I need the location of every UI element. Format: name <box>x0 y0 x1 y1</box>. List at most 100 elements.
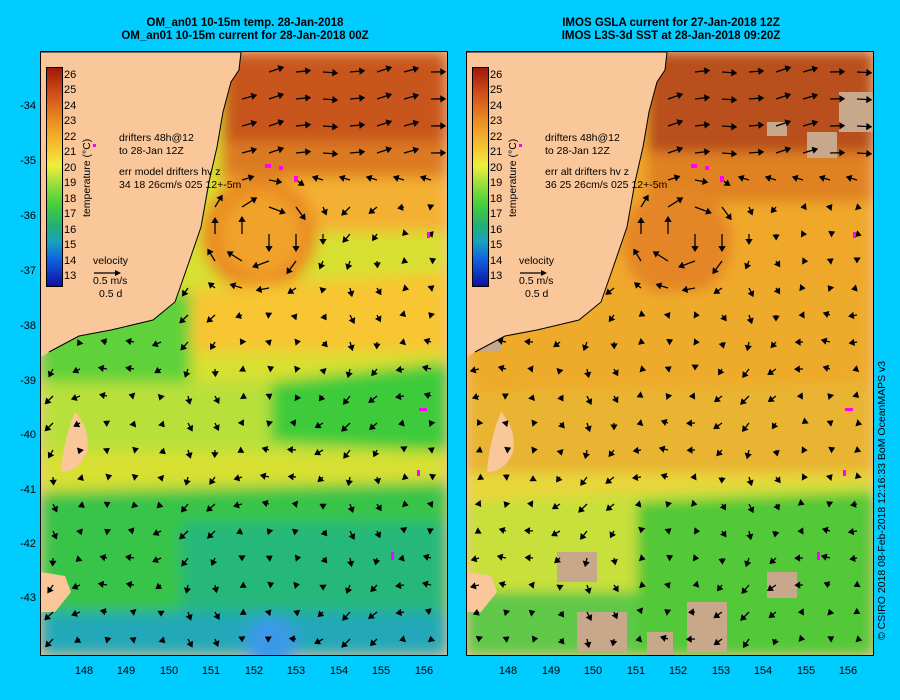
current-arrow-head <box>179 532 186 540</box>
current-arrow-head <box>375 504 382 512</box>
x-tick: 148 <box>498 665 518 677</box>
model-map-panel[interactable]: 26 25 24 23 22 21 20 19 18 17 16 15 14 1… <box>40 51 448 656</box>
current-arrow-head <box>608 315 616 323</box>
satellite-map-panel[interactable]: 26 25 24 23 22 21 20 19 18 17 16 15 14 1… <box>466 51 874 656</box>
current-arrow-head <box>321 340 328 348</box>
current-arrow-head <box>825 474 833 481</box>
current-arrow-head <box>471 393 479 400</box>
current-arrow-head <box>801 446 808 454</box>
current-arrow-head <box>524 527 531 535</box>
current-arrow-head <box>265 393 273 400</box>
current-arrow-head <box>720 314 727 322</box>
current-arrow-head <box>401 500 409 508</box>
colorbar-tick: 23 <box>64 115 77 127</box>
current-arrow-head <box>637 217 645 224</box>
model-temperature-field <box>41 52 447 655</box>
current-arrow-head <box>585 398 593 406</box>
current-arrow-head <box>347 506 355 514</box>
current-arrow-head <box>226 251 234 258</box>
current-arrow-head <box>770 341 778 349</box>
temperature-colorbar <box>472 67 489 287</box>
current-arrow-head <box>213 397 220 404</box>
current-arrow-head <box>746 208 754 216</box>
current-arrow-head <box>264 609 272 617</box>
current-arrow-head <box>399 527 408 534</box>
current-arrow-head <box>347 344 355 352</box>
current-arrow-head <box>237 419 245 427</box>
current-arrow-head <box>584 587 592 595</box>
current-arrow-head <box>470 555 478 563</box>
current-arrow-head <box>822 310 830 318</box>
current-arrow-head <box>157 474 165 482</box>
current-arrow-head <box>427 447 435 454</box>
current-arrow-head <box>701 177 709 186</box>
colorbar-tick: 18 <box>490 193 503 205</box>
current-arrow-head <box>664 528 672 535</box>
current-arrow-head <box>210 343 217 350</box>
current-arrow-head <box>429 473 437 481</box>
current-arrow-head <box>742 371 749 378</box>
colorbar-tick: 13 <box>64 270 77 282</box>
current-arrow-head <box>853 607 861 615</box>
current-arrow-head <box>528 394 535 402</box>
colorbar-tick: 20 <box>490 162 503 174</box>
current-arrow-head <box>348 317 356 324</box>
x-tick: 151 <box>626 665 646 677</box>
current-arrow-head <box>341 209 348 216</box>
current-arrow-head <box>250 146 258 154</box>
current-arrow-head <box>48 370 55 378</box>
current-arrow-head <box>399 310 407 317</box>
current-arrow-head <box>746 533 754 541</box>
drifters-legend-line2: to 28-Jan 12Z <box>119 145 184 157</box>
current-arrow-head <box>769 557 777 565</box>
current-arrow-head <box>338 174 346 182</box>
current-arrow-head <box>820 553 828 561</box>
current-arrow-head <box>125 337 132 346</box>
current-arrow-head <box>854 446 862 453</box>
current-arrow-head <box>673 174 681 182</box>
current-arrow-head <box>731 68 738 77</box>
current-arrow-head <box>718 246 726 253</box>
current-arrow-head <box>317 610 325 618</box>
current-arrow-head <box>676 197 684 204</box>
current-arrow-head <box>429 257 437 265</box>
current-arrow-head <box>412 65 420 73</box>
current-arrow-head <box>345 371 353 379</box>
colorbar-tick: 14 <box>64 255 77 267</box>
current-arrow-head <box>129 609 137 616</box>
current-arrow-head <box>152 556 160 563</box>
temperature-colorbar <box>46 67 63 287</box>
current-arrow-head <box>424 608 432 616</box>
current-arrow-head <box>250 197 258 204</box>
current-arrow-head <box>317 475 325 483</box>
current-arrow-head <box>849 554 856 562</box>
current-arrow-head <box>440 122 447 130</box>
current-arrow-head <box>820 337 828 345</box>
current-arrow-head <box>741 587 748 594</box>
current-arrow-head <box>676 92 684 100</box>
current-arrow-head <box>852 391 860 398</box>
current-arrow-head <box>659 634 667 642</box>
current-arrow-head <box>401 257 409 264</box>
current-arrow-head <box>663 312 671 319</box>
current-arrow-head <box>664 366 672 373</box>
left-title-line2: OM_an01 10-15m current for 28-Jan-2018 0… <box>121 30 369 42</box>
current-arrow-head <box>70 393 78 401</box>
current-arrow-head <box>503 609 511 617</box>
current-arrow-head <box>76 339 84 347</box>
current-arrow-head <box>77 474 84 481</box>
current-arrow-head <box>402 229 409 237</box>
current-arrow-head <box>839 68 846 76</box>
current-arrow-head <box>341 641 349 648</box>
current-arrow-head <box>124 553 132 562</box>
current-arrow-head <box>784 119 792 127</box>
current-arrow-head <box>51 505 58 513</box>
current-arrow-head <box>385 92 393 100</box>
current-arrow-head <box>811 146 819 154</box>
current-arrow-head <box>713 638 721 646</box>
current-arrow-head <box>582 452 590 460</box>
current-arrow-head <box>634 500 642 508</box>
current-arrow-head <box>125 364 132 373</box>
current-arrow-head <box>855 203 862 211</box>
current-arrow-head <box>845 174 853 182</box>
